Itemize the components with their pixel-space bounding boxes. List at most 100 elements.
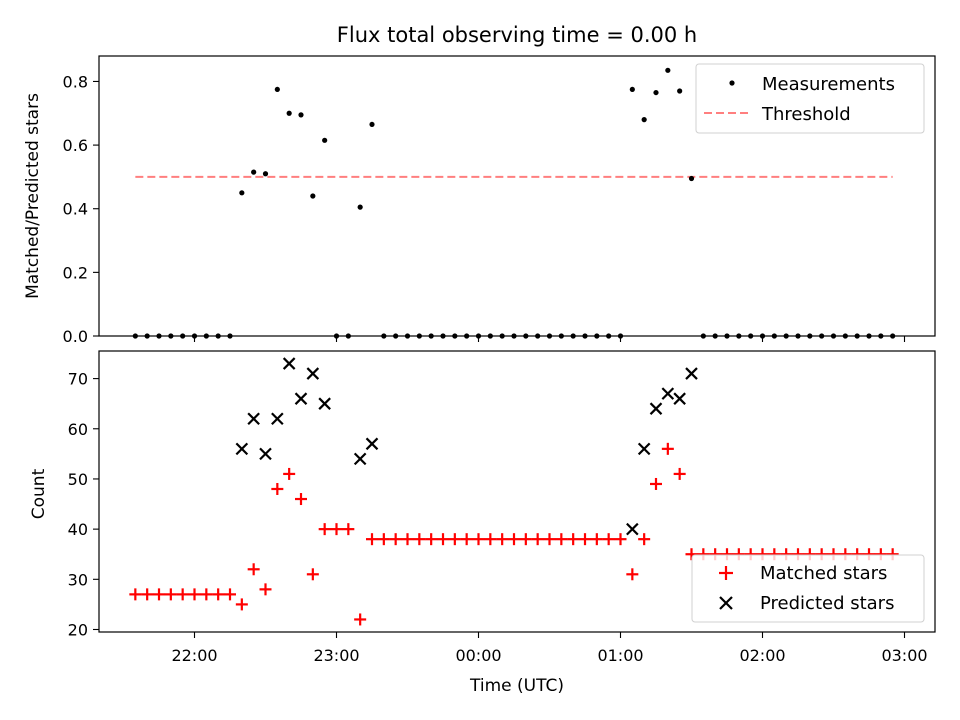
matched-point-27: [448, 533, 461, 546]
measurement-point-43: [641, 117, 647, 123]
bottom-ytick-label-2: 40: [68, 520, 88, 539]
matched-point-33: [519, 533, 532, 546]
matched-point-3: [164, 588, 177, 601]
top-ytick-label-1: 0.2: [63, 263, 88, 282]
matched-point-43: [638, 533, 651, 546]
measurement-point-16: [322, 137, 328, 143]
predicted-point-8: [353, 452, 367, 466]
matched-point-8: [224, 588, 236, 601]
predicted-point-3: [271, 412, 284, 426]
matched-point-19: [354, 613, 367, 626]
predicted-point-7: [318, 397, 331, 410]
x-axis-label: Time (UTC): [469, 676, 564, 696]
top-ytick-label-3: 0.6: [63, 136, 88, 155]
matched-point-6: [200, 588, 213, 601]
measurement-point-42: [629, 86, 635, 93]
matched-point-29: [472, 533, 485, 546]
bottom-ytick-label-3: 50: [68, 470, 88, 489]
top-axes-frame: [98, 55, 936, 337]
bottom-ytick-label-4: 60: [68, 420, 88, 439]
top-y-axis-label: Matched/Predicted stars: [23, 93, 43, 299]
matched-point-24: [413, 533, 426, 546]
predicted-point-11: [637, 442, 651, 456]
bottom-ytick-label-0: 20: [68, 620, 88, 639]
matched-point-31: [496, 533, 509, 546]
predicted-point-0: [235, 442, 249, 456]
measurement-point-15: [310, 193, 316, 199]
measurement-point-9: [239, 190, 245, 196]
matched-point-23: [401, 533, 414, 546]
measurement-point-11: [262, 171, 269, 177]
matched-point-5: [188, 588, 201, 601]
xtick-label-4: 02:00: [739, 646, 785, 665]
matched-point-7: [212, 588, 225, 601]
matched-point-18: [342, 523, 355, 536]
top-panel: 0.00.20.40.60.8 Matched/Predicted stars …: [23, 55, 936, 346]
matched-point-25: [425, 533, 438, 546]
measurement-point-44: [653, 89, 659, 96]
measurement-point-20: [369, 121, 375, 128]
measurement-point-12: [274, 86, 280, 93]
legend-predicted-label: Predicted stars: [760, 593, 894, 614]
chart-title: Flux total observing time = 0.00 h: [337, 23, 697, 47]
top-ytick-label-2: 0.4: [63, 200, 88, 219]
xtick-label-1: 23:00: [313, 646, 359, 665]
matched-point-10: [247, 563, 260, 576]
predicted-point-6: [306, 367, 320, 380]
matched-point-9: [235, 598, 248, 611]
matched-point-16: [318, 523, 331, 536]
top-ytick-label-4: 0.8: [63, 72, 88, 91]
predicted-point-5: [294, 392, 308, 405]
bottom-y-axis-label: Count: [29, 468, 49, 519]
predicted-point-2: [259, 447, 272, 461]
matched-point-46: [673, 467, 686, 480]
top-ytick-label-0: 0.0: [63, 327, 88, 346]
legend-measurements-label: Measurements: [762, 74, 895, 95]
matched-point-4: [176, 588, 189, 601]
predicted-point-14: [673, 392, 686, 405]
matched-point-15: [306, 568, 319, 581]
legend-threshold-label: Threshold: [761, 104, 851, 125]
xtick-label-0: 22:00: [171, 646, 217, 665]
matched-point-13: [283, 467, 296, 480]
matched-point-42: [626, 568, 639, 581]
matched-point-36: [555, 533, 568, 546]
predicted-point-15: [685, 367, 698, 380]
bottom-ytick-label-5: 70: [68, 370, 88, 389]
predicted-point-4: [282, 357, 296, 370]
measurement-point-14: [298, 112, 304, 118]
legend-matched-label: Matched stars: [760, 563, 887, 584]
predicted-point-12: [649, 402, 663, 415]
matched-point-39: [590, 533, 603, 546]
predicted-point-1: [247, 412, 260, 426]
matched-point-30: [484, 533, 497, 546]
bottom-legend: Matched stars Predicted stars: [691, 554, 925, 623]
xtick-label-2: 00:00: [455, 646, 501, 665]
matched-point-20: [366, 533, 378, 546]
top-legend-box: [695, 63, 925, 134]
measurement-point-13: [286, 110, 292, 116]
matched-point-44: [650, 477, 662, 490]
matched-point-2: [153, 588, 165, 601]
measurement-point-47: [688, 175, 695, 182]
matched-point-37: [567, 533, 580, 546]
matched-point-17: [330, 523, 343, 536]
legend-measurements-marker: [729, 80, 735, 86]
predicted-point-13: [661, 387, 675, 400]
top-legend: Measurements Threshold: [695, 63, 925, 134]
bottom-panel: 20 30 40 50 60 70 22:00 23:00 00:00 01:00 02:00 03:…: [29, 350, 936, 696]
matched-point-26: [437, 533, 449, 546]
matched-point-14: [295, 493, 307, 506]
bottom-axes-frame: [98, 350, 936, 633]
xtick-label-5: 03:00: [881, 646, 927, 665]
predicted-point-10: [626, 522, 639, 536]
matched-point-32: [508, 533, 520, 546]
legend-predicted-marker: [719, 596, 733, 610]
legend-matched-marker: [719, 566, 733, 580]
matched-point-35: [543, 533, 556, 546]
matched-point-34: [531, 533, 544, 546]
matched-point-12: [271, 482, 284, 495]
matched-point-38: [579, 533, 591, 546]
matched-point-41: [614, 533, 627, 546]
